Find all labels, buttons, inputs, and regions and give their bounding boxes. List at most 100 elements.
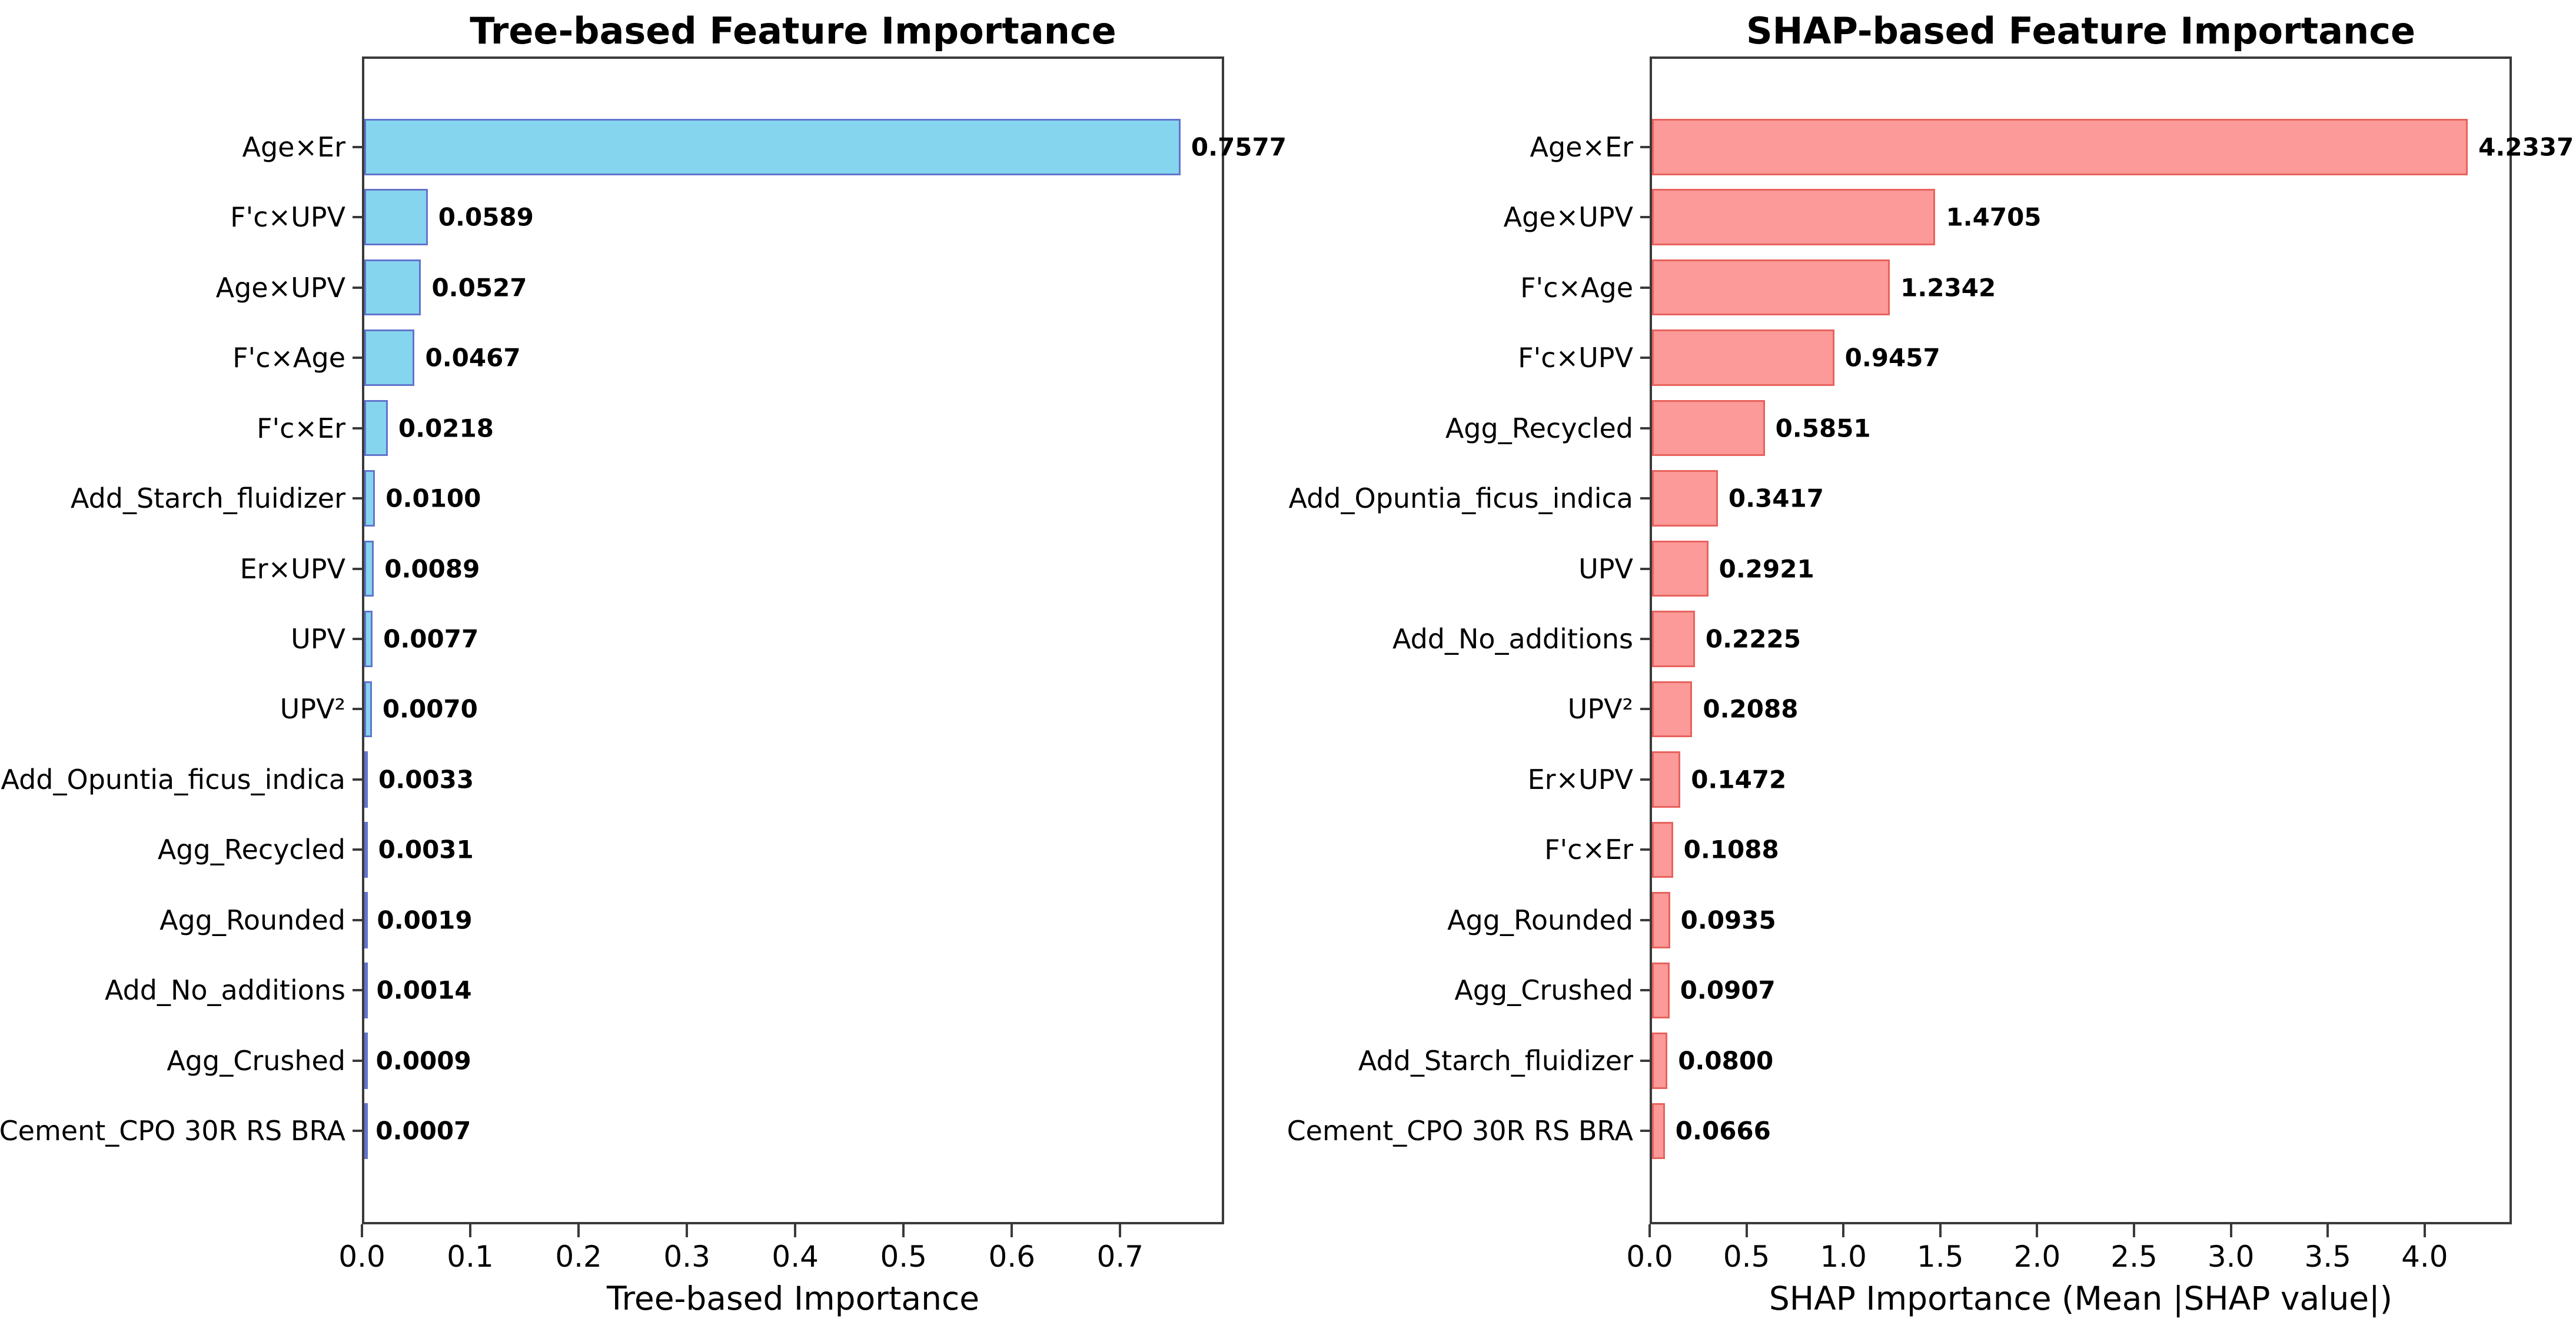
y-tick-mark (1640, 357, 1652, 359)
plot-rows: Age×Er 0.7577 F'c×UPV 0.0589 Age×UPV 0.0527 F'… (0, 59, 1287, 1222)
bar (1652, 681, 1693, 738)
category-label: Cement_CPO 30R RS BRA (1287, 1115, 1633, 1147)
bar (1652, 611, 1695, 667)
x-tick-label: 0.0 (1626, 1240, 1673, 1274)
y-tick-mark (1640, 286, 1652, 289)
value-label: 0.1088 (1683, 835, 1779, 864)
value-label: 0.0935 (1680, 905, 1776, 935)
category-label: F'c×Age (232, 342, 345, 374)
bar (1652, 892, 1670, 948)
category-label: Add_Starch_fluidizer (70, 482, 345, 515)
y-tick-mark (353, 918, 364, 921)
bar-row: Age×UPV 0.0527 (216, 252, 1222, 322)
plot-area: Age×Er 0.7577 F'c×UPV 0.0589 Age×UPV 0.0527 F'… (0, 56, 1287, 1224)
category-label: Cement_CPO 30R RS BRA (0, 1115, 345, 1147)
bar (1652, 540, 1709, 597)
value-label: 1.4705 (1946, 202, 2042, 232)
y-tick-mark (353, 286, 364, 289)
x-tick-mark (1842, 1224, 1845, 1237)
x-tick-label: 0.1 (447, 1240, 494, 1274)
value-label: 0.0100 (385, 484, 481, 513)
value-label: 0.0907 (1680, 975, 1776, 1005)
y-tick-mark (353, 497, 364, 500)
value-label: 0.0666 (1675, 1116, 1771, 1145)
category-label: UPV (1578, 552, 1633, 585)
value-label: 0.0070 (382, 694, 478, 724)
x-tick-mark (902, 1224, 905, 1237)
category-label: F'c×UPV (230, 201, 345, 234)
y-tick-mark (1640, 778, 1652, 781)
bar-row: F'c×UPV 0.0589 (230, 182, 1222, 252)
bar-row: F'c×Age 0.0467 (232, 322, 1222, 392)
x-tick-label: 0.6 (988, 1240, 1036, 1274)
category-label: Agg_Rounded (1447, 904, 1633, 936)
value-label: 0.1472 (1691, 765, 1787, 794)
category-label: UPV² (280, 693, 345, 725)
category-label: Add_No_additions (104, 974, 345, 1007)
value-label: 0.5851 (1775, 414, 1871, 443)
value-label: 0.2921 (1719, 554, 1814, 584)
x-tick-label: 3.0 (2207, 1240, 2255, 1274)
y-tick-mark (1640, 708, 1652, 711)
bar (1652, 329, 1834, 386)
y-tick-mark (1640, 497, 1652, 500)
x-tick-mark (1119, 1224, 1122, 1237)
y-tick-mark (353, 567, 364, 570)
y-tick-mark (1640, 216, 1652, 219)
x-tick-label: 1.0 (1820, 1240, 1867, 1274)
bar-row: F'c×Er 0.0218 (257, 393, 1222, 463)
plot-rows: Age×Er 4.2337 Age×UPV 1.4705 F'c×Age 1.2342 F'… (1287, 59, 2574, 1222)
bar-row: Age×Er 4.2337 (1530, 112, 2574, 182)
x-tick-mark (2133, 1224, 2136, 1237)
bar-row: UPV² 0.0070 (280, 674, 1222, 744)
category-label: Add_No_additions (1392, 623, 1633, 655)
bar (364, 259, 421, 316)
value-label: 0.7577 (1191, 132, 1287, 162)
value-label: 0.0007 (375, 1116, 471, 1145)
bar-row: Agg_Crushed 0.0907 (1454, 955, 2509, 1025)
y-tick-mark (1640, 1059, 1652, 1062)
bar (1652, 751, 1681, 808)
bar (1652, 962, 1670, 1019)
bar-row: F'c×Age 1.2342 (1520, 252, 2509, 322)
y-tick-mark (353, 848, 364, 851)
category-label: Agg_Recycled (157, 834, 345, 866)
category-label: Add_Opuntia_ficus_indica (1288, 482, 1633, 515)
x-tick-mark (1939, 1224, 1942, 1237)
bar-row: Add_Opuntia_ficus_indica 0.3417 (1288, 463, 2509, 533)
bar (364, 611, 373, 667)
x-tick-mark (1648, 1224, 1651, 1237)
value-label: 0.0218 (398, 414, 494, 443)
value-label: 0.0527 (431, 273, 527, 302)
x-tick-label: 2.5 (2110, 1240, 2158, 1274)
x-tick-label: 3.5 (2304, 1240, 2351, 1274)
y-tick-mark (353, 145, 364, 148)
bar-row: F'c×Er 0.1088 (1544, 815, 2509, 885)
value-label: 0.0077 (383, 624, 479, 654)
category-label: Agg_Crushed (167, 1044, 345, 1077)
x-tick-label: 0.2 (555, 1240, 602, 1274)
x-tick-mark (1745, 1224, 1748, 1237)
category-label: Age×UPV (1503, 201, 1633, 234)
bar-row: Add_Starch_fluidizer 0.0100 (71, 463, 1222, 533)
category-label: F'c×Age (1520, 271, 1633, 304)
x-tick-mark (1011, 1224, 1013, 1237)
y-tick-mark (1640, 427, 1652, 429)
bar (1652, 259, 1890, 316)
x-tick-mark (2423, 1224, 2426, 1237)
x-axis-label: Tree-based Importance (606, 1280, 980, 1317)
bar-row: Agg_Rounded 0.0019 (159, 885, 1222, 955)
category-label: Agg_Recycled (1445, 412, 1633, 444)
x-tick-mark (361, 1224, 363, 1237)
bar (364, 470, 375, 527)
bar-row: F'c×UPV 0.9457 (1518, 322, 2509, 392)
value-label: 0.0589 (438, 202, 534, 232)
bar-row: Er×UPV 0.0089 (240, 534, 1222, 604)
chart-title: Tree-based Feature Importance (470, 9, 1116, 52)
y-tick-mark (1640, 989, 1652, 992)
category-label: Er×UPV (1527, 763, 1633, 795)
shap-importance-chart: SHAP-based Feature Importance Age×Er 4.23… (1287, 6, 2575, 1342)
bar (1652, 1033, 1668, 1089)
y-tick-mark (353, 778, 364, 781)
bar (1652, 1103, 1665, 1160)
